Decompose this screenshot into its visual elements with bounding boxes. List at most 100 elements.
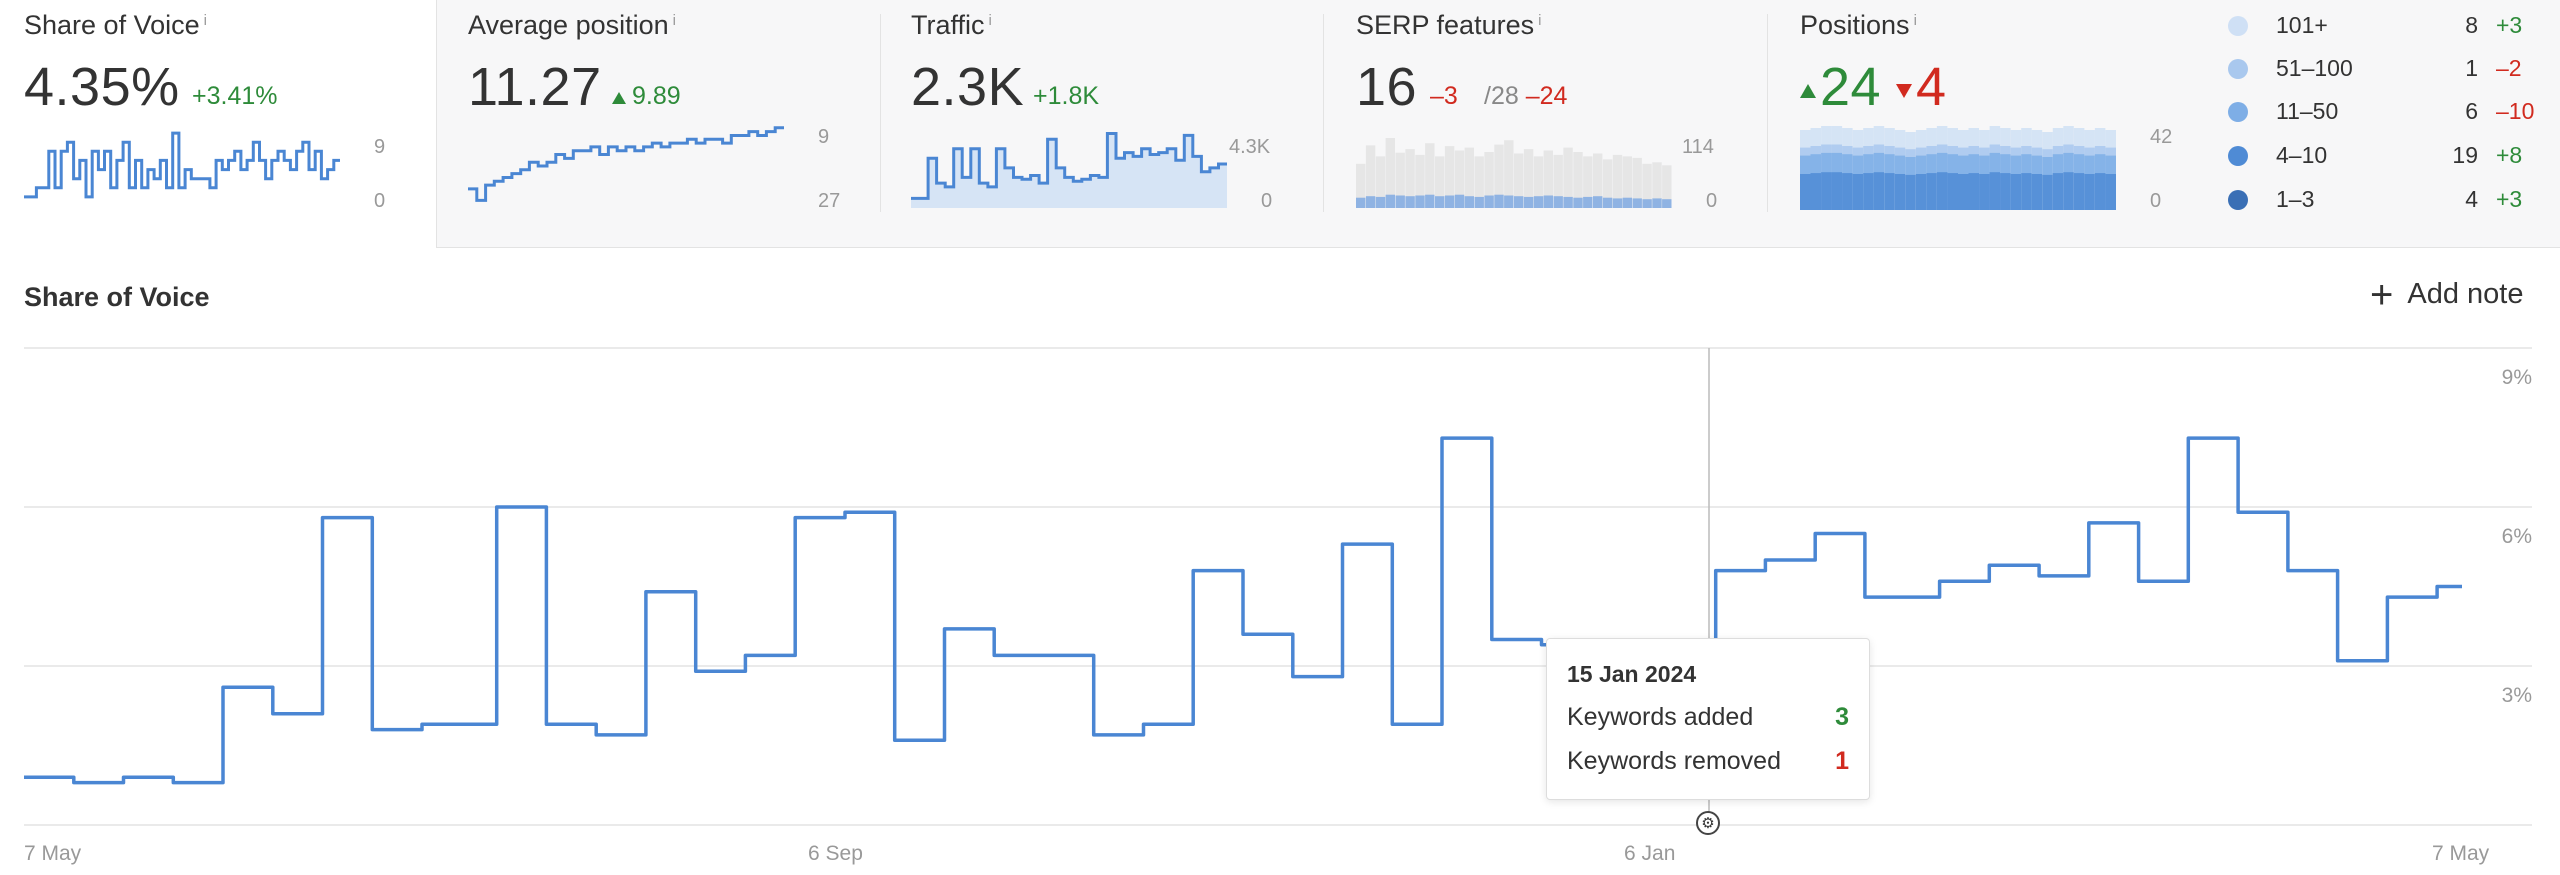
- serp-bar-bg: [1543, 150, 1553, 208]
- axis-top-label: 9: [818, 126, 830, 148]
- y-tick-label: 6%: [2502, 525, 2532, 548]
- positions-bar: [2105, 174, 2116, 210]
- share-of-voice-chart[interactable]: 3% 6% 9% 7 May 6 Sep 6 Jan 7 May: [0, 330, 2560, 875]
- serp-bar: [1642, 199, 1652, 208]
- axis-bottom-label: 0: [1706, 190, 1718, 212]
- serp-bar-bg: [1652, 162, 1662, 208]
- legend-change: +3: [2496, 12, 2523, 38]
- sparkline-line: [468, 126, 784, 202]
- info-icon[interactable]: i: [1913, 12, 1917, 29]
- legend-count: 6: [2465, 98, 2478, 124]
- serp-bar: [1553, 196, 1563, 208]
- serp-bar: [1435, 196, 1445, 208]
- legend-change: –2: [2496, 55, 2522, 81]
- serp-bar-bg: [1514, 153, 1524, 208]
- positions-bar: [1863, 173, 1874, 210]
- legend-count: 8: [2465, 12, 2478, 38]
- triangle-down-icon: [1896, 83, 1912, 98]
- serp-bar: [1444, 195, 1455, 208]
- card-divider: [880, 14, 881, 212]
- metric-card-traffic[interactable]: Traffic i 2.3K +1.8K 4.3K 0: [911, 0, 1321, 248]
- serp-bar-bg: [1523, 149, 1534, 208]
- positions-bar: [1989, 172, 2001, 210]
- serp-bar-bg: [1583, 156, 1593, 208]
- positions-bar: [1831, 172, 1843, 210]
- sparkline-chart: [24, 131, 340, 199]
- x-tick-label: 7 May: [24, 842, 82, 865]
- serp-bar: [1474, 196, 1484, 208]
- positions-bar: [1810, 173, 1821, 210]
- info-icon[interactable]: i: [988, 12, 992, 29]
- y-tick-label: 3%: [2502, 684, 2532, 707]
- legend-dot: [2228, 190, 2248, 210]
- info-icon[interactable]: i: [203, 12, 207, 29]
- axis-top-label: 42: [2150, 126, 2173, 148]
- positions-bar: [1947, 173, 1958, 210]
- serp-bar: [1533, 196, 1544, 208]
- serp-bar-bg: [1632, 157, 1642, 208]
- positions-bar: [1968, 173, 1979, 210]
- metric-title: SERP features i: [1356, 10, 1542, 40]
- serp-bar-bg: [1375, 156, 1386, 208]
- legend-label: 51–100: [2276, 55, 2353, 81]
- sparkline-line: [24, 131, 340, 199]
- metric-value: 11.27: [468, 57, 602, 117]
- positions-bar: [2010, 174, 2022, 210]
- plus-icon: +: [2370, 272, 2394, 317]
- serp-bar: [1622, 197, 1632, 208]
- serp-bar: [1612, 198, 1623, 208]
- serp-bar-bg: [1395, 152, 1405, 208]
- metric-card-serp-features[interactable]: SERP features i 16 –3 /28 –24 114 0: [1356, 0, 1766, 248]
- serp-bar-bg: [1563, 147, 1573, 208]
- tooltip-label: Keywords removed: [1567, 747, 1781, 775]
- gear-icon[interactable]: ⚙: [1696, 811, 1720, 835]
- serp-bar-bg: [1593, 153, 1603, 208]
- metric-card-share-of-voice[interactable]: Share of Voice i 4.35% +3.41% 9 0: [0, 0, 436, 248]
- legend-dot: [2228, 59, 2248, 79]
- positions-bar: [2052, 173, 2064, 210]
- info-icon[interactable]: i: [1538, 12, 1542, 29]
- tooltip-row-added: Keywords added 3: [1567, 703, 1849, 732]
- add-note-button[interactable]: + Add note: [2370, 272, 2524, 317]
- add-note-label: Add note: [2407, 278, 2524, 310]
- card-divider: [1323, 14, 1324, 212]
- serp-bar-bg: [1385, 138, 1395, 208]
- serp-bar-bg: [1553, 154, 1563, 208]
- serp-bar: [1375, 196, 1386, 208]
- serp-bar: [1504, 195, 1514, 208]
- serp-bar: [1632, 198, 1642, 208]
- metric-delta: +1.8K: [1033, 82, 1100, 110]
- serp-bar-bg: [1405, 149, 1415, 208]
- metric-title: Share of Voice i: [24, 10, 207, 40]
- legend-count: 19: [2452, 142, 2478, 168]
- positions-bar: [1979, 174, 1990, 210]
- positions-bar: [2021, 173, 2032, 210]
- metric-card-average-position[interactable]: Average position i 11.27 9.89 9 27: [468, 0, 878, 248]
- metric-delta: 9.89: [612, 82, 681, 111]
- serp-bar: [1494, 194, 1504, 208]
- x-tick-label: 7 May: [2432, 842, 2490, 865]
- metric-title: Positions i: [1800, 10, 1917, 40]
- legend-count: 4: [2465, 186, 2478, 212]
- section-title: Share of Voice: [24, 282, 210, 312]
- metrics-bar: Share of Voice i 4.35% +3.41% 9 0 Average…: [0, 0, 2560, 248]
- serp-bar-bg: [1435, 156, 1445, 208]
- legend-change: +8: [2496, 142, 2523, 168]
- metric-card-positions[interactable]: Positions i 24 4 42 0: [1800, 0, 2210, 248]
- positions-up: 24: [1800, 56, 1881, 118]
- positions-bar: [1842, 173, 1853, 210]
- sparkline-chart: [1356, 138, 1672, 208]
- serp-bar: [1356, 197, 1366, 208]
- metric-title: Traffic i: [911, 10, 992, 40]
- x-tick-label: 6 Jan: [1624, 842, 1675, 865]
- card-divider: [1767, 14, 1768, 212]
- axis-top-label: 114: [1682, 136, 1714, 158]
- legend-label: 11–50: [2276, 98, 2339, 124]
- metric-total: /28 –24: [1484, 82, 1568, 110]
- y-tick-label: 9%: [2502, 366, 2532, 389]
- serp-bar-bg: [1662, 165, 1672, 208]
- positions-bar: [1852, 174, 1864, 210]
- positions-bar: [2063, 172, 2074, 210]
- serp-bar: [1484, 195, 1494, 208]
- info-icon[interactable]: i: [672, 12, 676, 29]
